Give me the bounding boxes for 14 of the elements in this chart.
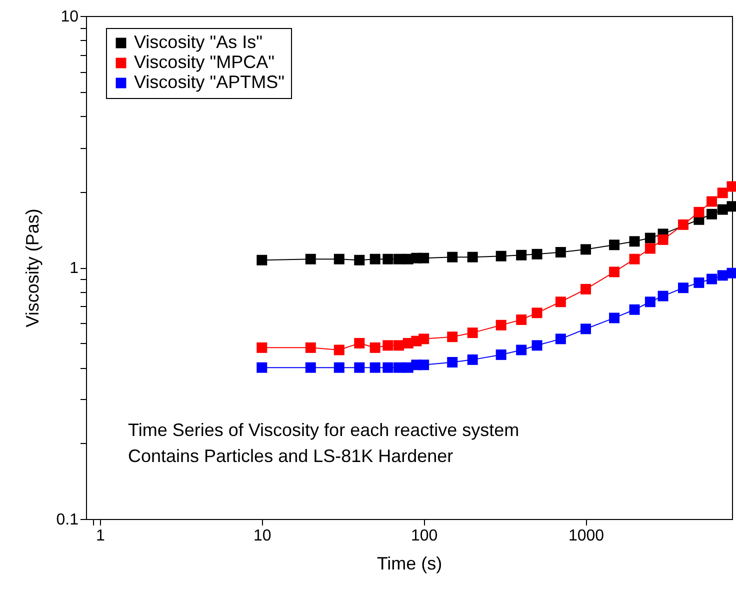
x-tick-label: 100: [410, 528, 438, 544]
annotation: Contains Particles and LS-81K Hardener: [128, 446, 454, 466]
y-tick-label: 10: [60, 8, 79, 26]
x-tick-label: 10: [253, 528, 272, 544]
legend-label: Viscosity "MPCA": [134, 52, 274, 72]
y-tick-label: 0.1: [56, 512, 79, 528]
x-axis-title: Time (s): [376, 554, 442, 574]
legend-label: Viscosity "APTMS": [134, 72, 284, 92]
annotation: Time Series of Viscosity for each reactive system: [128, 420, 520, 440]
legend-label: Viscosity "As Is": [134, 32, 262, 52]
x-tick-label: 1: [96, 528, 106, 544]
y-tick-label: 1: [70, 260, 79, 277]
y-axis-title: Viscosity (Pas): [22, 208, 42, 328]
x-tick-label: 1000: [568, 528, 604, 544]
